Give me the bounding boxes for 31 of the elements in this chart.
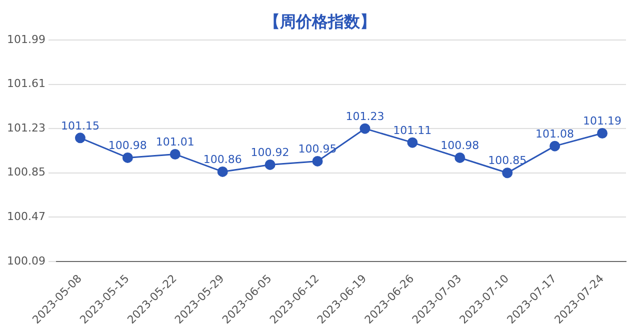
point [170, 148, 180, 160]
y-tick-label: 100.47 [6, 210, 46, 224]
point [312, 156, 323, 166]
data-label: 101.19 [583, 114, 622, 128]
data-label: 100.98 [108, 139, 147, 152]
data-label: 101.15 [60, 119, 100, 132]
data-label: 100.95 [298, 142, 337, 156]
data-label: 100.98 [440, 139, 480, 152]
y-tick-label: 100.85 [6, 166, 46, 179]
chart-title: 【周价格指数】 [263, 12, 377, 33]
data-label: 101.23 [346, 110, 384, 123]
point [264, 159, 276, 170]
point [360, 123, 370, 134]
y-tick-label: 101.99 [6, 32, 46, 46]
data-label: 100.85 [488, 154, 527, 168]
data-label: 101.01 [156, 136, 194, 149]
point [407, 137, 418, 148]
y-tick-label: 101.23 [6, 121, 46, 134]
point [502, 168, 513, 178]
point [74, 132, 86, 144]
data-label: 101.08 [536, 127, 574, 140]
point [597, 128, 608, 138]
data-label: 100.86 [203, 153, 242, 166]
point [454, 152, 466, 163]
y-tick-label: 100.09 [6, 254, 46, 268]
point [550, 140, 560, 152]
point [217, 166, 228, 177]
data-label: 100.92 [250, 146, 290, 160]
point [122, 152, 133, 163]
y-tick-label: 101.61 [6, 77, 46, 90]
data-label: 101.11 [393, 124, 432, 137]
